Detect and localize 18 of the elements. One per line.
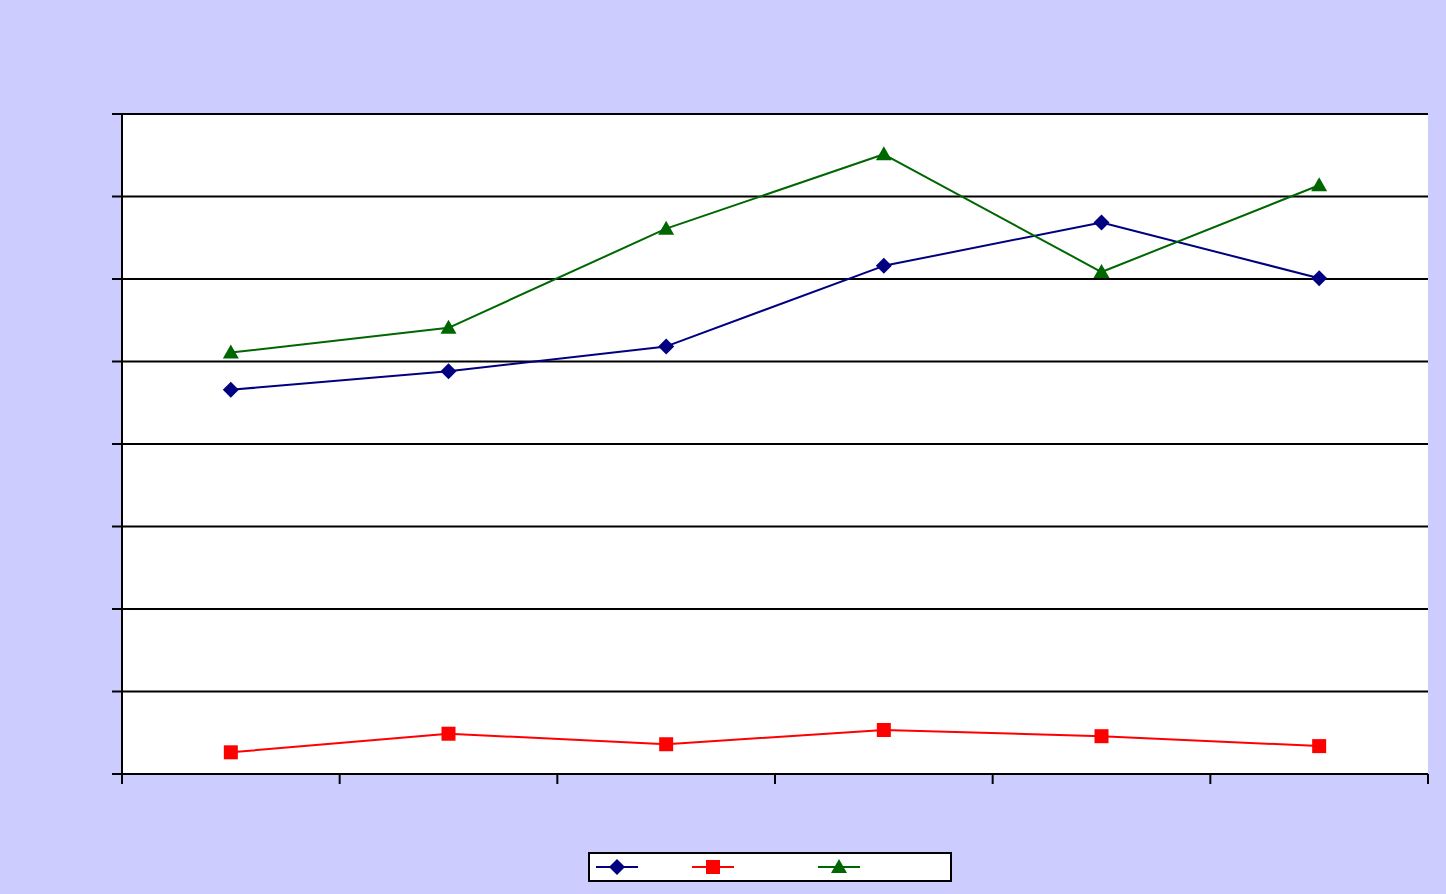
point	[875, 257, 892, 274]
point	[876, 723, 891, 737]
point	[223, 745, 238, 760]
point	[659, 737, 674, 752]
point	[658, 220, 675, 235]
point	[1312, 739, 1327, 754]
point	[1093, 264, 1110, 279]
point	[658, 338, 675, 355]
point	[222, 381, 239, 398]
point	[1094, 729, 1109, 744]
point	[441, 726, 456, 741]
point	[222, 344, 239, 359]
point	[1311, 270, 1328, 287]
point	[440, 319, 457, 334]
point	[1311, 177, 1328, 192]
point	[1093, 214, 1110, 231]
point	[440, 363, 457, 380]
point	[875, 146, 892, 161]
